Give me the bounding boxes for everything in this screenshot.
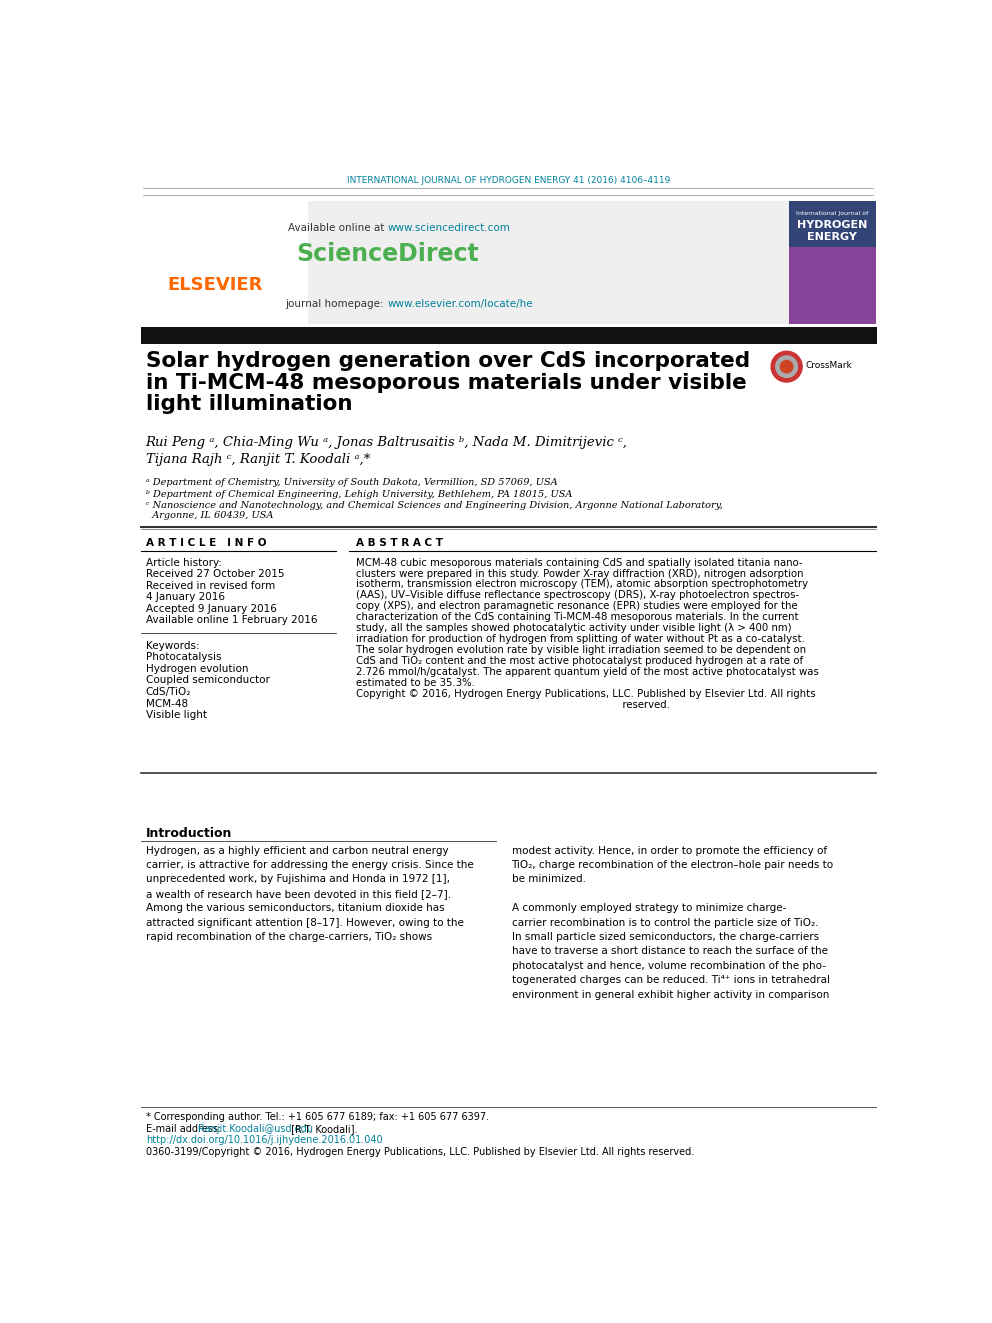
Bar [141,327,877,344]
Text: Accepted 9 January 2016: Accepted 9 January 2016 [146,603,277,614]
Text: characterization of the CdS containing Ti-MCM-48 mesoporous materials. In the cu: characterization of the CdS containing T… [356,613,800,622]
Text: estimated to be 35.3%.: estimated to be 35.3%. [356,677,475,688]
Text: www.elsevier.com/locate/he: www.elsevier.com/locate/he [388,299,533,308]
Text: A R T I C L E   I N F O: A R T I C L E I N F O [146,537,266,548]
Text: Hydrogen, as a highly efficient and carbon neutral energy
carrier, is attractive: Hydrogen, as a highly efficient and carb… [146,845,473,942]
Text: journal homepage:: journal homepage: [286,299,388,308]
Circle shape [771,352,803,382]
Text: reserved.: reserved. [356,700,671,709]
Bar [141,201,800,324]
Text: Solar hydrogen generation over CdS incorporated: Solar hydrogen generation over CdS incor… [146,352,750,372]
Text: MCM-48 cubic mesoporous materials containing CdS and spatially isolated titania : MCM-48 cubic mesoporous materials contai… [356,557,804,568]
Text: 4 January 2016: 4 January 2016 [146,593,225,602]
Text: in Ti-MCM-48 mesoporous materials under visible: in Ti-MCM-48 mesoporous materials under … [146,373,746,393]
Text: Visible light: Visible light [146,710,206,720]
Text: Article history:: Article history: [146,557,221,568]
Text: MCM-48: MCM-48 [146,699,187,709]
Bar [141,201,308,324]
Text: Tijana Rajh ᶜ, Ranjit T. Koodali ᵃ,*: Tijana Rajh ᶜ, Ranjit T. Koodali ᵃ,* [146,452,370,466]
Text: isotherm, transmission electron microscopy (TEM), atomic absorption spectrophoto: isotherm, transmission electron microsco… [356,579,808,590]
Text: ᵃ Department of Chemistry, University of South Dakota, Vermillion, SD 57069, USA: ᵃ Department of Chemistry, University of… [146,479,558,487]
Text: Hydrogen evolution: Hydrogen evolution [146,664,248,673]
Text: www.sciencedirect.com: www.sciencedirect.com [388,224,510,233]
Text: 0360-3199/Copyright © 2016, Hydrogen Energy Publications, LLC. Published by Else: 0360-3199/Copyright © 2016, Hydrogen Ene… [146,1147,694,1156]
Text: Keywords:: Keywords: [146,640,199,651]
Text: A B S T R A C T: A B S T R A C T [356,537,443,548]
Text: CrossMark: CrossMark [806,361,853,369]
Text: Ranjit.Koodali@usd.edu: Ranjit.Koodali@usd.edu [197,1125,312,1134]
Text: Coupled semiconductor: Coupled semiconductor [146,676,270,685]
Text: http://dx.doi.org/10.1016/j.ijhydene.2016.01.040: http://dx.doi.org/10.1016/j.ijhydene.201… [146,1135,382,1146]
Text: ELSEVIER: ELSEVIER [168,275,263,294]
Circle shape [781,360,793,373]
Text: [R.T. Koodali].: [R.T. Koodali]. [289,1125,358,1134]
Bar [141,775,876,822]
Text: light illumination: light illumination [146,394,352,414]
Text: Introduction: Introduction [146,827,232,840]
Text: Received in revised form: Received in revised form [146,581,275,591]
Text: CdS/TiO₂: CdS/TiO₂ [146,687,191,697]
Text: ScienceDirect: ScienceDirect [297,242,479,266]
Text: 2.726 mmol/h/gcatalyst. The apparent quantum yield of the most active photocatal: 2.726 mmol/h/gcatalyst. The apparent qua… [356,667,819,677]
Text: * Corresponding author. Tel.: +1 605 677 6189; fax: +1 605 677 6397.: * Corresponding author. Tel.: +1 605 677… [146,1113,489,1122]
Text: Received 27 October 2015: Received 27 October 2015 [146,569,284,579]
Text: HYDROGEN
ENERGY: HYDROGEN ENERGY [798,221,868,242]
Text: Argonne, IL 60439, USA: Argonne, IL 60439, USA [146,512,273,520]
Text: (AAS), UV–Visible diffuse reflectance spectroscopy (DRS), X-ray photoelectron sp: (AAS), UV–Visible diffuse reflectance sp… [356,590,800,601]
Bar [789,201,876,324]
Text: INTERNATIONAL JOURNAL OF HYDROGEN ENERGY 41 (2016) 4106–4119: INTERNATIONAL JOURNAL OF HYDROGEN ENERGY… [347,176,670,185]
Text: ᶜ Nanoscience and Nanotechnology, and Chemical Sciences and Engineering Division: ᶜ Nanoscience and Nanotechnology, and Ch… [146,501,723,511]
Text: Copyright © 2016, Hydrogen Energy Publications, LLC. Published by Elsevier Ltd. : Copyright © 2016, Hydrogen Energy Public… [356,689,816,699]
Text: Available online at: Available online at [288,224,388,233]
Text: Available online 1 February 2016: Available online 1 February 2016 [146,615,317,626]
Bar [789,247,876,324]
Bar [789,201,876,247]
Text: copy (XPS), and electron paramagnetic resonance (EPR) studies were employed for : copy (XPS), and electron paramagnetic re… [356,602,799,611]
Text: Photocatalysis: Photocatalysis [146,652,221,663]
Text: clusters were prepared in this study. Powder X-ray diffraction (XRD), nitrogen a: clusters were prepared in this study. Po… [356,569,804,578]
Text: E-mail address:: E-mail address: [146,1125,224,1134]
Text: modest activity. Hence, in order to promote the efficiency of
TiO₂, charge recom: modest activity. Hence, in order to prom… [512,845,833,1000]
Text: study, all the samples showed photocatalytic activity under visible light (λ > 4: study, all the samples showed photocatal… [356,623,793,634]
Text: irradiation for production of hydrogen from splitting of water without Pt as a c: irradiation for production of hydrogen f… [356,634,806,644]
Circle shape [776,356,798,377]
Text: CdS and TiO₂ content and the most active photocatalyst produced hydrogen at a ra: CdS and TiO₂ content and the most active… [356,656,804,665]
Text: The solar hydrogen evolution rate by visible light irradiation seemed to be depe: The solar hydrogen evolution rate by vis… [356,646,806,655]
Text: Rui Peng ᵃ, Chia-Ming Wu ᵃ, Jonas Baltrusaitis ᵇ, Nada M. Dimitrijevic ᶜ,: Rui Peng ᵃ, Chia-Ming Wu ᵃ, Jonas Baltru… [146,437,628,448]
Text: International Journal of: International Journal of [797,212,868,216]
Text: ᵇ Department of Chemical Engineering, Lehigh University, Bethlehem, PA 18015, US: ᵇ Department of Chemical Engineering, Le… [146,490,572,499]
